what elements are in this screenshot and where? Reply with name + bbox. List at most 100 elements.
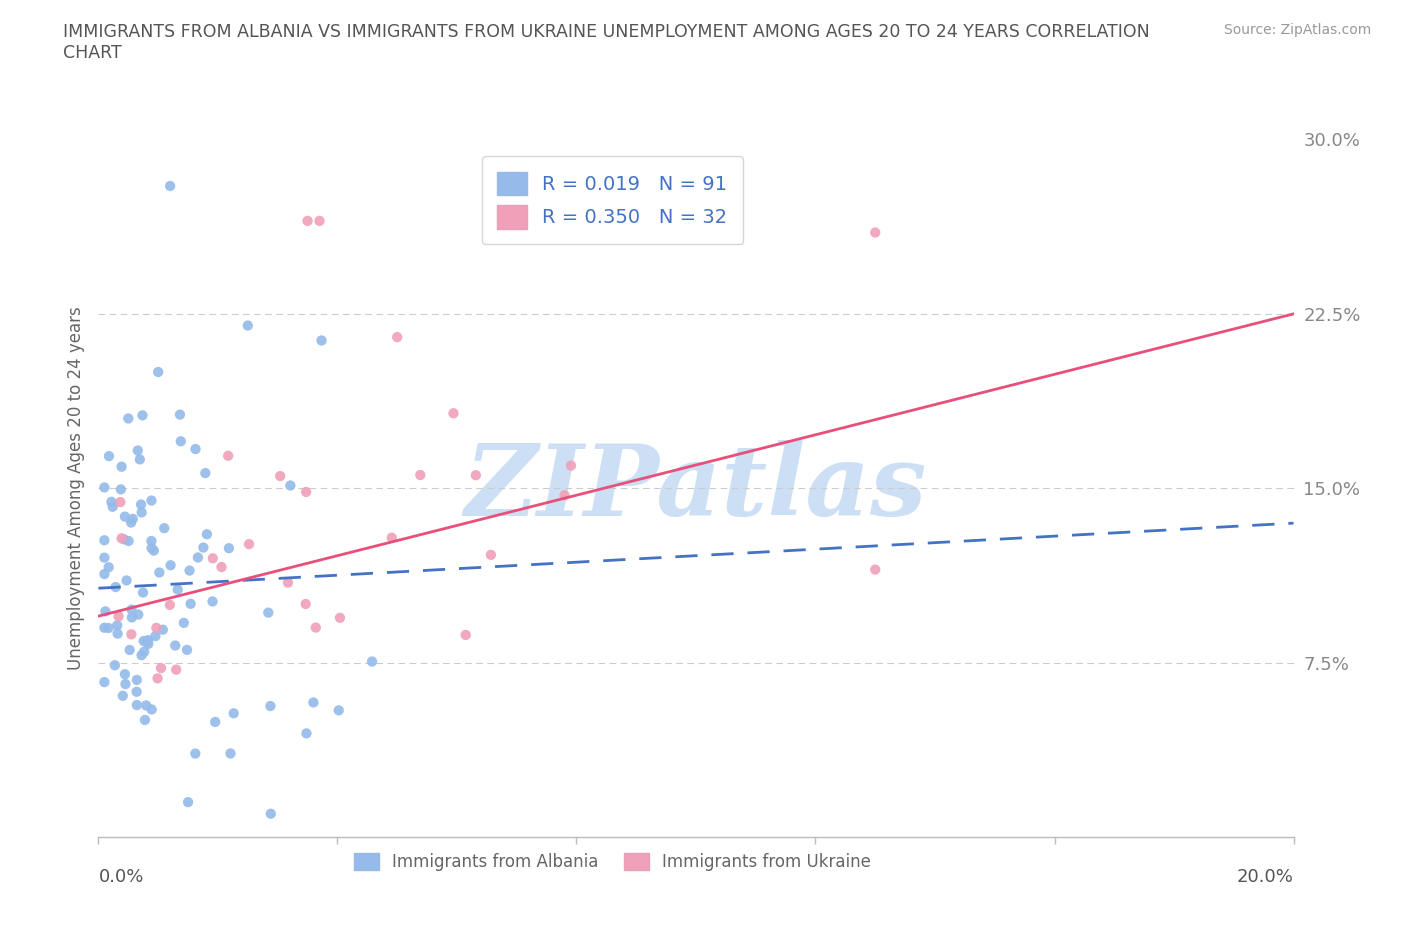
Text: IMMIGRANTS FROM ALBANIA VS IMMIGRANTS FROM UKRAINE UNEMPLOYMENT AMONG AGES 20 TO: IMMIGRANTS FROM ALBANIA VS IMMIGRANTS FR…: [63, 23, 1150, 62]
Point: [295, 485, 318, 499]
Point: [222, 706, 245, 721]
Point: [479, 548, 502, 563]
Point: [193, 540, 215, 555]
Point: [141, 493, 163, 508]
Point: [201, 594, 224, 609]
Point: [105, 618, 128, 632]
Point: [165, 638, 187, 653]
Point: [97, 620, 120, 635]
Point: [145, 629, 167, 644]
Point: [136, 632, 159, 647]
Point: [173, 616, 195, 631]
Point: [195, 526, 218, 541]
Point: [101, 499, 124, 514]
Point: [280, 478, 302, 493]
Point: [329, 610, 352, 625]
Point: [865, 225, 887, 240]
Point: [153, 521, 176, 536]
Point: [93, 551, 115, 565]
Point: [269, 469, 291, 484]
Point: [454, 628, 477, 643]
Point: [865, 562, 887, 577]
Point: [114, 509, 136, 524]
Point: [117, 411, 139, 426]
Point: [107, 609, 129, 624]
Point: [166, 582, 188, 597]
Point: [204, 714, 226, 729]
Text: Source: ZipAtlas.com: Source: ZipAtlas.com: [1223, 23, 1371, 37]
Point: [97, 560, 120, 575]
Point: [104, 579, 127, 594]
Point: [125, 684, 148, 699]
Point: [93, 480, 115, 495]
Point: [464, 468, 486, 483]
Point: [150, 660, 173, 675]
Point: [257, 605, 280, 620]
Point: [121, 602, 143, 617]
Point: [141, 534, 163, 549]
Point: [93, 566, 115, 581]
Point: [277, 575, 299, 590]
Point: [295, 726, 318, 741]
Point: [238, 537, 260, 551]
Point: [127, 607, 149, 622]
Point: [311, 333, 333, 348]
Point: [110, 495, 132, 510]
Point: [159, 597, 181, 612]
Point: [142, 543, 165, 558]
Point: [217, 448, 239, 463]
Point: [236, 318, 259, 333]
Point: [114, 677, 136, 692]
Point: [560, 458, 582, 473]
Point: [145, 620, 167, 635]
Point: [110, 531, 132, 546]
Text: ZIPatlas: ZIPatlas: [465, 440, 927, 537]
Point: [114, 667, 136, 682]
Point: [170, 434, 193, 449]
Point: [385, 330, 409, 345]
Point: [94, 604, 117, 618]
Point: [184, 746, 207, 761]
Point: [152, 622, 174, 637]
Point: [165, 662, 187, 677]
Point: [128, 452, 150, 467]
Y-axis label: Unemployment Among Ages 20 to 24 years: Unemployment Among Ages 20 to 24 years: [66, 306, 84, 671]
Point: [260, 806, 283, 821]
Point: [131, 505, 153, 520]
Point: [187, 550, 209, 565]
Point: [177, 794, 200, 809]
Point: [219, 746, 242, 761]
Point: [93, 620, 115, 635]
Point: [554, 488, 576, 503]
Point: [201, 551, 224, 565]
Point: [146, 671, 169, 685]
Point: [159, 558, 181, 573]
Point: [120, 627, 142, 642]
Point: [110, 459, 132, 474]
Point: [294, 596, 316, 611]
Point: [169, 407, 191, 422]
Point: [361, 654, 384, 669]
Point: [118, 643, 141, 658]
Point: [111, 688, 134, 703]
Point: [134, 644, 156, 659]
Point: [305, 620, 328, 635]
Point: [148, 365, 170, 379]
Point: [194, 466, 217, 481]
Point: [93, 533, 115, 548]
Point: [443, 405, 465, 420]
Point: [141, 540, 163, 555]
Point: [131, 648, 153, 663]
Point: [93, 674, 115, 689]
Point: [159, 179, 181, 193]
Point: [125, 672, 148, 687]
Point: [125, 698, 148, 712]
Point: [136, 636, 159, 651]
Point: [409, 468, 432, 483]
Point: [141, 702, 163, 717]
Text: 0.0%: 0.0%: [98, 868, 143, 885]
Point: [132, 633, 155, 648]
Point: [297, 214, 319, 229]
Point: [211, 560, 233, 575]
Point: [179, 564, 201, 578]
